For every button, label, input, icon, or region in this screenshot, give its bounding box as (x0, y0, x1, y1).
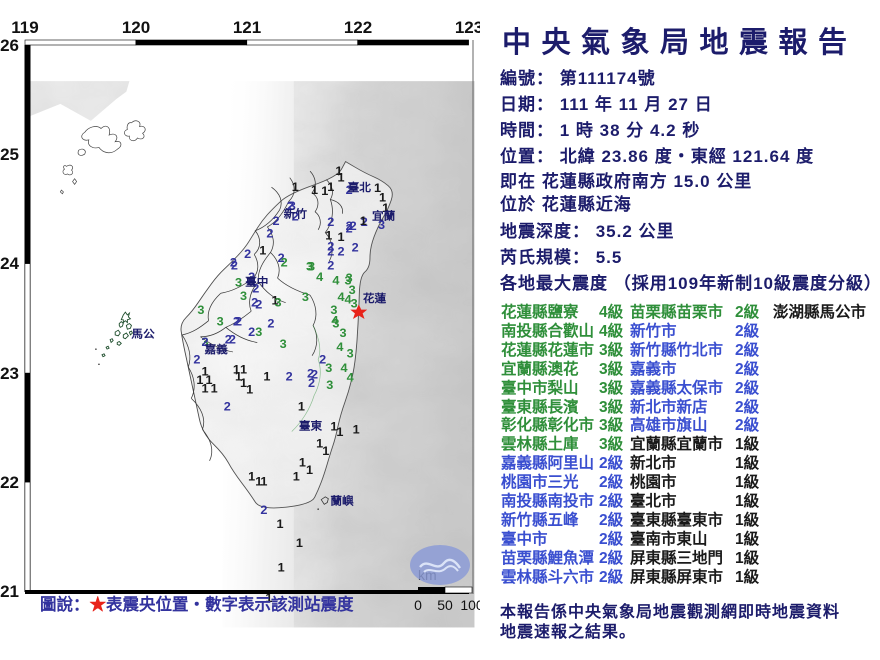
svg-text:100: 100 (460, 597, 480, 613)
svg-text:25: 25 (0, 145, 19, 164)
svg-text:120: 120 (122, 18, 150, 37)
svg-text:0: 0 (414, 597, 422, 613)
svg-text:21: 21 (0, 582, 19, 601)
svg-text:26: 26 (0, 36, 19, 55)
svg-text:50: 50 (437, 597, 453, 613)
svg-text:22: 22 (0, 473, 19, 492)
svg-text:122: 122 (344, 18, 372, 37)
svg-text:119: 119 (11, 18, 38, 37)
svg-text:24: 24 (0, 254, 19, 273)
svg-text:圖說：★表震央位置‧數字表示該測站震度: 圖說：★表震央位置‧數字表示該測站震度 (40, 594, 354, 614)
svg-text:23: 23 (0, 364, 19, 383)
svg-text:121: 121 (233, 18, 261, 37)
svg-text:123: 123 (455, 18, 480, 37)
